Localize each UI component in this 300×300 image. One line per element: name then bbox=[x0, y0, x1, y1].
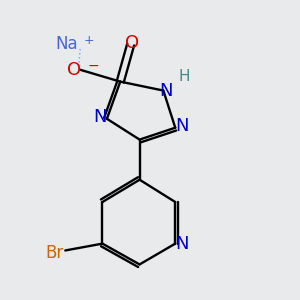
Text: O: O bbox=[125, 34, 139, 52]
Text: N: N bbox=[175, 117, 189, 135]
Text: N: N bbox=[160, 82, 173, 100]
Text: Na: Na bbox=[56, 35, 78, 53]
Text: Br: Br bbox=[46, 244, 64, 262]
Text: O: O bbox=[67, 61, 81, 79]
Text: +: + bbox=[84, 34, 94, 47]
Text: N: N bbox=[94, 108, 107, 126]
Text: H: H bbox=[178, 69, 190, 84]
Text: −: − bbox=[88, 59, 99, 73]
Text: N: N bbox=[175, 235, 189, 253]
